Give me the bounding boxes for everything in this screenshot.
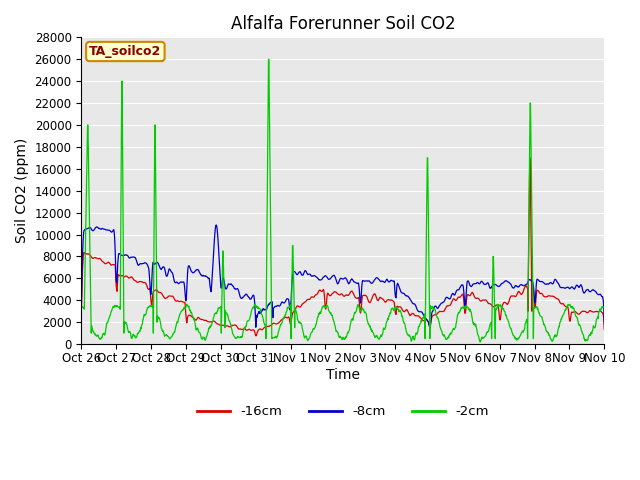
- -8cm: [194, 267, 202, 273]
- -2cm: [252, 303, 260, 309]
- Text: TA_soilco2: TA_soilco2: [89, 45, 161, 58]
- -2cm: [424, 185, 432, 191]
- -8cm: [493, 282, 500, 288]
- -8cm: [77, 301, 85, 307]
- Legend: -16cm, -8cm, -2cm: -16cm, -8cm, -2cm: [191, 400, 494, 423]
- -16cm: [539, 292, 547, 298]
- -2cm: [194, 325, 202, 331]
- -16cm: [194, 315, 202, 321]
- -8cm: [600, 319, 608, 325]
- -8cm: [252, 324, 260, 330]
- -8cm: [424, 320, 432, 325]
- -16cm: [424, 319, 432, 324]
- -2cm: [265, 56, 273, 62]
- Y-axis label: Soil CO2 (ppm): Soil CO2 (ppm): [15, 138, 29, 243]
- Line: -8cm: -8cm: [81, 225, 604, 327]
- X-axis label: Time: Time: [326, 368, 360, 382]
- -8cm: [181, 289, 189, 295]
- -2cm: [493, 306, 500, 312]
- Line: -16cm: -16cm: [81, 158, 604, 336]
- -16cm: [526, 155, 534, 161]
- -16cm: [253, 332, 260, 338]
- -16cm: [252, 333, 260, 339]
- -2cm: [181, 306, 189, 312]
- -8cm: [539, 279, 547, 285]
- -16cm: [181, 300, 189, 305]
- -2cm: [77, 303, 85, 309]
- -8cm: [253, 314, 260, 320]
- Line: -2cm: -2cm: [81, 59, 604, 342]
- -16cm: [493, 302, 500, 308]
- -2cm: [539, 318, 547, 324]
- -2cm: [600, 304, 608, 310]
- -16cm: [77, 308, 85, 313]
- Title: Alfalfa Forerunner Soil CO2: Alfalfa Forerunner Soil CO2: [230, 15, 455, 33]
- -16cm: [600, 326, 608, 332]
- -2cm: [476, 339, 484, 345]
- -8cm: [212, 222, 220, 228]
